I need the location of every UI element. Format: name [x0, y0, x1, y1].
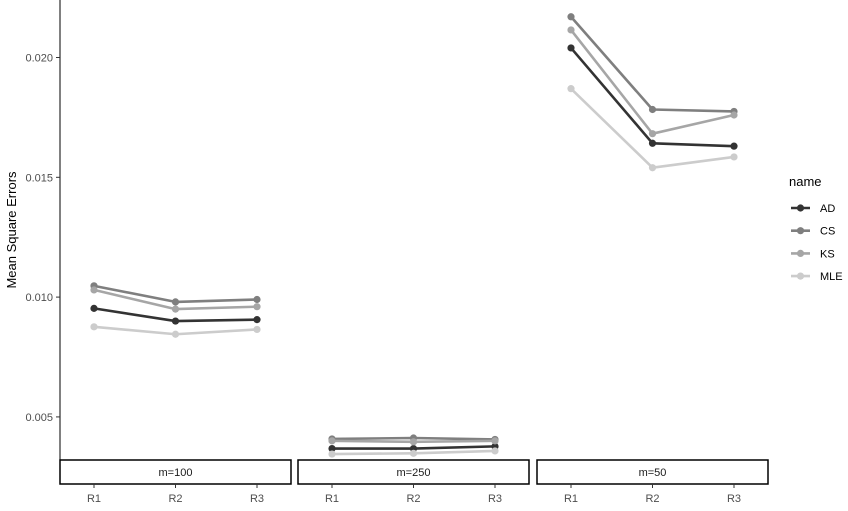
data-point-cs-r3: [253, 295, 261, 304]
data-point-ad-r2: [648, 139, 657, 147]
data-point-ad-r3: [730, 142, 738, 150]
x-tick-label: R3: [488, 493, 502, 505]
data-point-mle-r1: [90, 323, 98, 331]
series-line-cs: [570, 15, 735, 113]
y-axis: 0.005 0.010 0.015 0.020: [25, 0, 61, 484]
panels: m=100 R1 R2 R3 m=250 R1 R2 R3 m=50 R1 R2 R3: [59, 13, 769, 505]
legend-key-point: [796, 249, 805, 257]
data-point-ks-r1: [328, 437, 336, 445]
data-point-ad-r2: [171, 317, 180, 325]
data-point-mle-r2: [648, 164, 657, 172]
data-point-cs-r2: [171, 298, 180, 306]
data-point-mle-r1: [328, 450, 336, 458]
panel-m=100: m=100 R1 R2 R3: [59, 282, 292, 505]
data-point-mle-r3: [491, 447, 499, 455]
data-point-ks-r3: [253, 303, 261, 311]
y-tick-label: 0.005: [25, 412, 53, 424]
legend-key-point: [796, 204, 805, 212]
y-tick-label: 0.020: [25, 53, 53, 65]
x-tick-label: R1: [564, 493, 578, 505]
legend-key-point: [796, 227, 805, 235]
y-tick-label: 0.015: [25, 172, 53, 184]
y-tick-label: 0.010: [25, 292, 53, 304]
legend-label: MLE: [820, 271, 843, 283]
data-point-mle-r1: [567, 85, 575, 93]
data-point-ks-r3: [730, 111, 738, 119]
x-tick-label: R2: [406, 493, 420, 505]
data-point-mle-r3: [253, 325, 261, 334]
x-tick-label: R3: [250, 493, 264, 505]
data-point-ks-r3: [491, 437, 499, 445]
legend-item-mle: MLE: [791, 271, 843, 283]
x-tick-label: R2: [168, 493, 182, 505]
data-point-ad-r1: [328, 444, 336, 453]
facet-strip-label: m=50: [639, 467, 667, 479]
legend-key-point: [796, 272, 805, 280]
data-point-cs-r2: [648, 105, 657, 114]
data-point-mle-r2: [171, 330, 180, 338]
data-point-cs-r1: [567, 13, 575, 21]
legend-label: CS: [820, 226, 835, 238]
facet-strip: [297, 459, 530, 485]
data-point-ks-r2: [409, 438, 418, 446]
data-point-ad-r1: [567, 44, 575, 52]
y-axis-title: Mean Square Errors: [4, 171, 19, 289]
facet-strip-label: m=250: [397, 467, 431, 479]
data-point-ks-r1: [90, 286, 98, 294]
legend-item-cs: CS: [791, 226, 835, 238]
legend-item-ks: KS: [791, 248, 835, 260]
legend-label: AD: [820, 203, 835, 215]
legend-item-ad: AD: [791, 203, 835, 215]
data-point-mle-r2: [409, 449, 418, 457]
data-point-ad-r1: [90, 304, 98, 312]
series-line-mle: [570, 87, 735, 170]
legend-title: name: [789, 174, 822, 189]
legend-label: KS: [820, 248, 835, 260]
data-point-ks-r2: [171, 305, 180, 313]
x-tick-label: R2: [645, 493, 659, 505]
data-point-ad-r3: [253, 316, 261, 324]
panel-m=50: m=50 R1 R2 R3: [536, 13, 769, 505]
panel-m=250: m=250 R1 R2 R3: [297, 434, 530, 505]
legend: name AD CS KS MLE: [789, 174, 843, 283]
data-point-ks-r2: [648, 130, 657, 138]
data-point-mle-r3: [730, 153, 738, 161]
x-tick-label: R1: [325, 493, 339, 505]
facet-strip: [536, 459, 769, 485]
facet-strip-label: m=100: [159, 467, 193, 479]
data-point-ks-r1: [567, 26, 575, 34]
x-tick-label: R1: [87, 493, 101, 505]
x-tick-label: R3: [727, 493, 741, 505]
